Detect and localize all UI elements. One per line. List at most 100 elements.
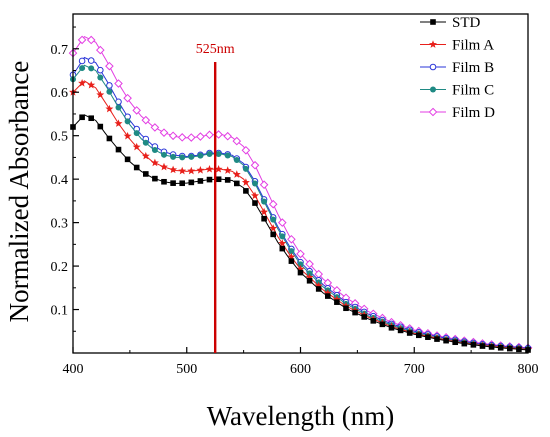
x-tick-label: 500: [176, 362, 197, 377]
legend-label: Film A: [452, 38, 494, 54]
y-tick-label: 0.1: [51, 304, 69, 319]
data-point: [150, 123, 160, 132]
data-point: [233, 157, 240, 164]
data-point: [161, 151, 167, 158]
legend-marker: [429, 63, 437, 71]
data-point: [296, 249, 305, 259]
data-point: [488, 344, 495, 350]
data-point: [95, 45, 105, 55]
data-point: [79, 65, 86, 72]
data-point: [234, 180, 240, 187]
data-point: [177, 133, 187, 142]
data-point: [96, 90, 105, 99]
x-tick-label: 700: [404, 362, 425, 377]
data-point: [188, 179, 195, 186]
data-point: [260, 207, 269, 216]
legend-entry-film-c: Film C: [420, 83, 494, 99]
data-point: [507, 345, 513, 352]
legend-label: Film D: [452, 105, 495, 121]
data-point: [397, 327, 404, 334]
data-point: [314, 281, 323, 290]
data-point: [106, 135, 113, 142]
data-point: [106, 82, 113, 89]
data-point: [123, 93, 132, 103]
data-point: [133, 164, 140, 171]
data-point: [388, 324, 395, 331]
data-point: [132, 106, 142, 115]
data-point: [152, 175, 158, 182]
data-point: [479, 343, 486, 349]
data-point: [277, 218, 287, 227]
x-tick-label: 600: [290, 362, 311, 377]
legend-entry-film-b: Film B: [420, 60, 494, 76]
legend-marker: [428, 107, 438, 117]
y-tick-label: 0.4: [51, 173, 69, 188]
data-point: [325, 293, 331, 299]
data-point: [214, 164, 223, 173]
data-point: [178, 166, 187, 175]
data-point: [250, 160, 260, 170]
data-point: [305, 259, 314, 269]
data-point: [97, 74, 104, 81]
data-point: [287, 252, 296, 261]
axes-layer: 400 500 600 700 800 0.1 0.2 0.3 0.4 0.5 0.6 0.7: [51, 13, 539, 377]
data-point: [343, 305, 349, 312]
data-point: [261, 215, 267, 222]
data-point: [352, 309, 358, 316]
data-point: [279, 245, 286, 252]
data-point: [288, 248, 295, 255]
data-point: [516, 346, 522, 353]
data-point: [133, 130, 140, 137]
data-point: [332, 295, 341, 304]
data-point: [223, 166, 232, 174]
data-point: [143, 171, 149, 177]
legend-marker: [430, 19, 436, 25]
data-point: [279, 233, 286, 240]
data-point: [196, 166, 205, 174]
data-point: [87, 57, 95, 64]
data-point: [206, 176, 213, 183]
data-point: [187, 166, 196, 175]
data-point: [124, 118, 131, 125]
data-point: [215, 176, 222, 183]
data-point: [242, 165, 249, 172]
data-point: [287, 234, 296, 244]
data-point: [179, 154, 186, 161]
series-line: [72, 56, 529, 349]
legend-label: STD: [452, 15, 481, 31]
data-point: [169, 165, 178, 174]
data-point: [105, 104, 114, 113]
data-point: [297, 261, 304, 268]
data-point: [78, 57, 86, 65]
series-line: [72, 114, 529, 351]
series-layer: [68, 35, 533, 353]
data-point: [197, 178, 204, 184]
data-point: [268, 199, 278, 209]
data-point: [105, 61, 114, 71]
data-point: [205, 164, 214, 173]
data-point: [97, 66, 104, 74]
data-point: [232, 170, 241, 178]
data-point: [188, 153, 195, 160]
data-point: [251, 191, 259, 200]
data-point: [170, 180, 176, 186]
x-tick-label: 800: [518, 362, 539, 377]
data-point: [88, 115, 94, 122]
y-tick-label: 0.6: [51, 86, 69, 101]
data-point: [123, 131, 132, 140]
data-point: [252, 180, 258, 187]
data-point: [241, 145, 251, 155]
legend-entry-std: STD: [420, 15, 481, 31]
data-point: [151, 146, 158, 153]
annotation-layer: 525nm: [196, 42, 235, 353]
data-point: [115, 146, 122, 153]
data-point: [124, 156, 131, 163]
data-point: [179, 180, 185, 187]
data-point: [232, 136, 242, 146]
data-point: [296, 264, 305, 273]
data-point: [315, 286, 322, 292]
data-point: [323, 289, 332, 297]
data-point: [334, 299, 340, 305]
data-point: [416, 332, 422, 339]
data-point: [361, 314, 367, 320]
